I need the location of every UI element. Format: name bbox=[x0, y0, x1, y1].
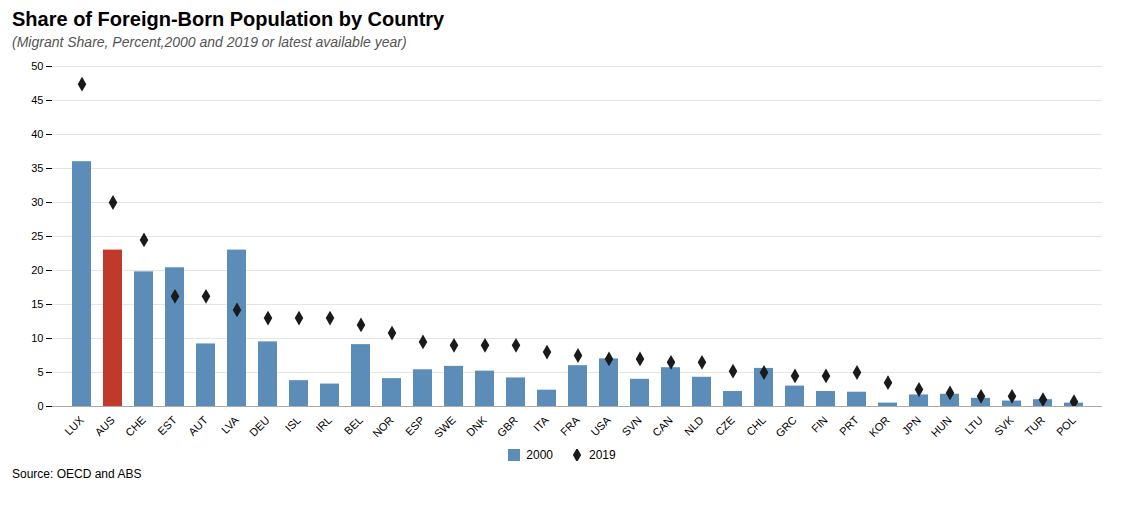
svg-text:BEL: BEL bbox=[342, 414, 365, 437]
html-text:2019: 2019 bbox=[589, 448, 616, 462]
svg-text:GRC: GRC bbox=[773, 414, 799, 440]
html-text:Share of Foreign-Born Populati: Share of Foreign-Born Population by Coun… bbox=[12, 8, 445, 30]
svg-text:FIN: FIN bbox=[809, 414, 830, 435]
svg-text:ITA: ITA bbox=[531, 413, 551, 433]
svg-text:35: 35 bbox=[31, 162, 43, 174]
svg-text:KOR: KOR bbox=[867, 414, 892, 439]
svg-text:CAN: CAN bbox=[650, 414, 675, 439]
svg-text:25: 25 bbox=[31, 230, 43, 242]
svg-text:TUR: TUR bbox=[1022, 414, 1047, 439]
html-text:Source: OECD and ABS: Source: OECD and ABS bbox=[12, 467, 142, 481]
svg-text:30: 30 bbox=[31, 196, 43, 208]
svg-text:NLD: NLD bbox=[682, 414, 706, 438]
svg-text:50: 50 bbox=[31, 60, 43, 72]
svg-text:NOR: NOR bbox=[370, 414, 396, 440]
svg-text:AUS: AUS bbox=[92, 414, 116, 438]
svg-text:LTU: LTU bbox=[962, 414, 985, 437]
svg-text:LVA: LVA bbox=[219, 413, 242, 436]
html-text:(Migrant Share, Percent,2000 a: (Migrant Share, Percent,2000 and 2019 or… bbox=[12, 34, 407, 50]
svg-text:0: 0 bbox=[37, 400, 43, 412]
svg-text:EST: EST bbox=[155, 414, 179, 438]
svg-text:DNK: DNK bbox=[464, 413, 489, 438]
html-text:2000: 2000 bbox=[526, 448, 553, 462]
svg-text:JPN: JPN bbox=[900, 414, 923, 437]
svg-text:15: 15 bbox=[31, 298, 43, 310]
svg-text:HUN: HUN bbox=[929, 414, 954, 439]
svg-text:CHL: CHL bbox=[744, 414, 768, 438]
svg-text:45: 45 bbox=[31, 94, 43, 106]
svg-text:SVK: SVK bbox=[992, 413, 1017, 438]
svg-text:GBR: GBR bbox=[495, 414, 520, 439]
svg-text:FRA: FRA bbox=[558, 413, 583, 438]
svg-text:SVN: SVN bbox=[619, 414, 644, 439]
svg-text:20: 20 bbox=[31, 264, 43, 276]
svg-text:PRT: PRT bbox=[837, 414, 861, 438]
svg-text:USA: USA bbox=[588, 413, 613, 438]
svg-text:40: 40 bbox=[31, 128, 43, 140]
svg-text:CHE: CHE bbox=[123, 414, 148, 439]
svg-text:CZE: CZE bbox=[713, 414, 737, 438]
svg-text:DEU: DEU bbox=[247, 414, 272, 439]
svg-text:POL: POL bbox=[1054, 414, 1078, 438]
svg-text:IRL: IRL bbox=[313, 414, 334, 435]
svg-text:SWE: SWE bbox=[432, 414, 458, 440]
svg-text:5: 5 bbox=[37, 366, 43, 378]
svg-text:10: 10 bbox=[31, 332, 43, 344]
svg-text:ISL: ISL bbox=[283, 414, 303, 434]
svg-text:ESP: ESP bbox=[403, 414, 427, 438]
svg-text:AUT: AUT bbox=[186, 414, 210, 438]
svg-text:LUX: LUX bbox=[62, 413, 86, 437]
